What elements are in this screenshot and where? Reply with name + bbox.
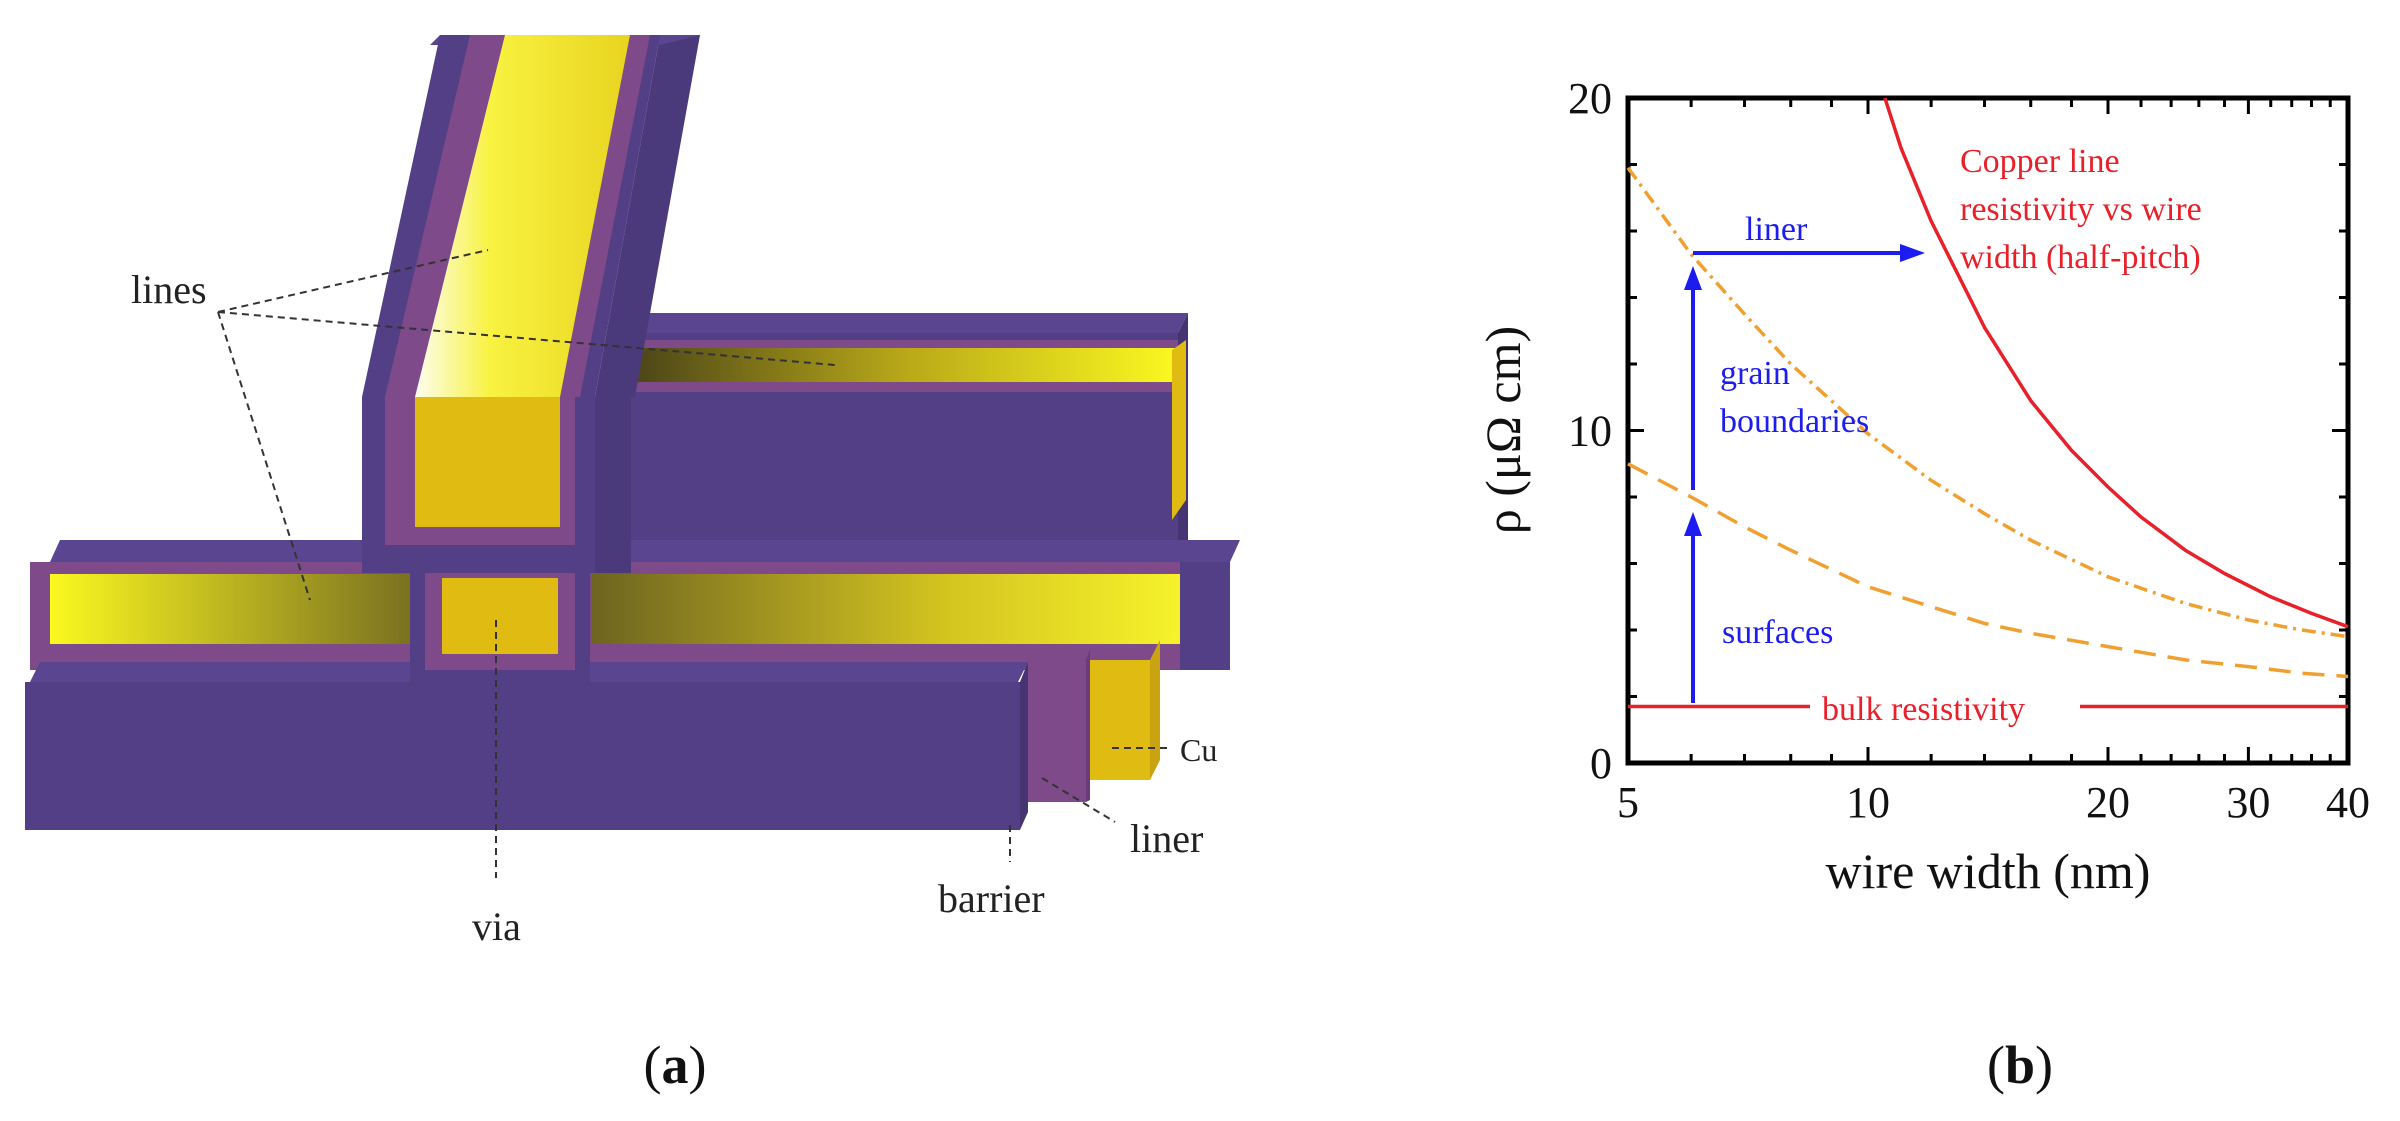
- front-line-end-copper: [1086, 660, 1150, 780]
- upper-line-side-face: [595, 35, 700, 397]
- upper-line-right-face: [595, 397, 631, 573]
- annotation-title-line3: width (half-pitch): [1960, 239, 2201, 276]
- leader-lines-upper: [217, 249, 489, 313]
- annotation-bulk: bulk resistivity: [1822, 691, 2025, 728]
- chart-series: [1626, 97, 2349, 709]
- label-liner: liner: [1130, 816, 1203, 861]
- chart-annotations: Copper line resistivity vs wire width (h…: [1720, 143, 2202, 651]
- y-tick-label: 10: [1568, 407, 1612, 456]
- x-tick-label: 10: [1846, 778, 1890, 827]
- annotation-title-line1: Copper line: [1960, 143, 2120, 180]
- series-grain-boundaries: [1626, 166, 2349, 639]
- x-tick-label: 30: [2226, 778, 2270, 827]
- upper-line: [362, 35, 700, 573]
- upper-line-top-copper: [415, 35, 630, 397]
- caption-a: (a): [644, 1035, 707, 1095]
- front-line-end-liner-side: [1086, 650, 1090, 802]
- x-axis-label: wire width (nm): [1826, 843, 2151, 899]
- arrow-grain-head: [1684, 266, 1702, 290]
- leader-lines-back: [217, 311, 836, 366]
- x-tick-label: 20: [2086, 778, 2130, 827]
- leader-lines: [217, 249, 1172, 878]
- front-line: [30, 540, 1240, 802]
- leader-liner: [1041, 777, 1116, 823]
- front-line-copper-left: [50, 574, 412, 644]
- annotation-surfaces: surfaces: [1722, 614, 1833, 651]
- resistivity-chart: 0 10 20 5 10 20 30 40 Copper line resistivity v…: [1475, 74, 2370, 1095]
- y-tick-label: 20: [1568, 74, 1612, 123]
- front-line-top-face: [50, 540, 1240, 562]
- arrow-surfaces-head: [1684, 512, 1702, 536]
- label-barrier: barrier: [938, 876, 1045, 921]
- annotation-grain-line2: boundaries: [1720, 403, 1869, 440]
- x-tick-label: 40: [2326, 778, 2370, 827]
- back-line-copper: [630, 348, 1178, 382]
- front-line-end-liner: [1028, 660, 1086, 802]
- label-lines: lines: [131, 267, 207, 312]
- lower-barrier-side: [1020, 662, 1028, 830]
- lower-barrier-front: [25, 682, 1020, 830]
- caption-b: (b): [1987, 1035, 2053, 1095]
- series-total-resistivity: [1883, 97, 2349, 629]
- label-cu: Cu: [1180, 732, 1217, 768]
- annotation-title-line2: resistivity vs wire: [1960, 191, 2202, 228]
- label-via: via: [472, 904, 521, 949]
- annotation-arrows: [1684, 244, 1925, 703]
- bulk-label-background: [1810, 688, 2080, 720]
- x-tick-label: 5: [1617, 778, 1639, 827]
- via-structure: [410, 570, 590, 690]
- y-axis-label: ρ (μΩ cm): [1475, 326, 1531, 534]
- lower-barrier-block: [25, 662, 1028, 830]
- leader-lines-front: [217, 311, 311, 601]
- front-line-end-copper-side: [1150, 640, 1160, 780]
- interconnect-3d-diagram: lines via Cu liner barrier (a): [25, 35, 1240, 1095]
- back-line-end-copper: [1172, 340, 1186, 520]
- series-surfaces: [1627, 462, 2349, 679]
- via-copper: [442, 578, 558, 654]
- upper-line-front-copper: [415, 397, 560, 527]
- back-line-lower-barrier: [630, 392, 1178, 555]
- y-tick-label: 0: [1590, 739, 1612, 788]
- back-line-top-face: [635, 313, 1188, 333]
- axis-ticks: [1626, 96, 2350, 765]
- arrow-liner-head: [1900, 244, 1925, 262]
- axis-tick-labels: 0 10 20 5 10 20 30 40: [1568, 74, 2370, 827]
- back-line: [630, 313, 1188, 555]
- front-line-copper-right: [592, 574, 1180, 644]
- annotation-grain-line1: grain: [1720, 355, 1790, 392]
- annotation-liner: liner: [1745, 211, 1808, 248]
